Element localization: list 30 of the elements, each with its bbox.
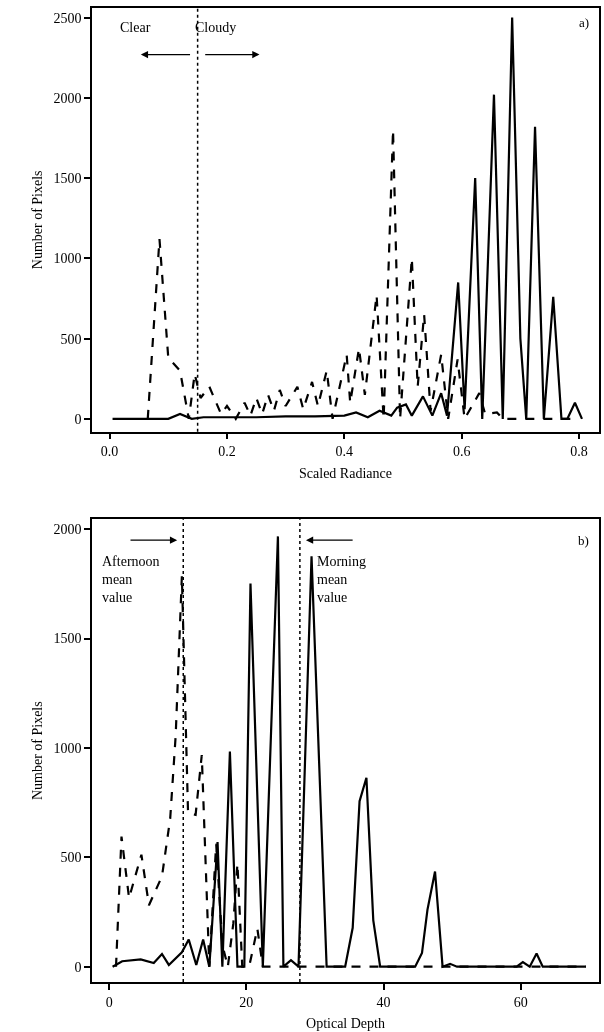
annotation: a) [579,15,590,30]
x-tick-label: 0.6 [452,444,471,460]
y-tick-label: 1500 [53,171,82,187]
annotation: Morning mean value [317,554,366,606]
y-tick-label: 1000 [53,251,82,267]
x-tick-label: 0.8 [570,444,588,460]
annotation: Afternoon mean value [102,554,160,606]
y-tick-label: 1500 [53,631,82,647]
y-tick-label: 1000 [53,740,82,756]
y-tick-label: 2000 [53,90,82,106]
y-tick-label: 2500 [53,10,82,26]
x-tick-label: 0.0 [100,444,119,460]
annotation: b) [578,533,589,548]
x-tick-label: 40 [376,994,391,1010]
annotation: Clear [120,20,151,35]
y-tick-label: 500 [60,850,82,866]
y-axis-title: Number of Pixels [29,701,45,801]
y-tick-label: 0 [74,959,82,975]
y-tick-label: 2000 [53,522,82,538]
x-tick-label: 0.4 [335,444,354,460]
y-axis-title: Number of Pixels [29,170,45,270]
x-tick-label: 0.2 [218,444,236,460]
x-tick-label: 0 [105,994,113,1010]
annotation: Cloudy [195,20,237,35]
x-axis-title: Scaled Radiance [299,466,392,482]
x-tick-label: 20 [239,994,254,1010]
y-tick-label: 0 [74,411,82,427]
y-tick-label: 500 [60,331,82,347]
x-tick-label: 60 [513,994,528,1010]
x-axis-title: Optical Depth [306,1016,385,1032]
